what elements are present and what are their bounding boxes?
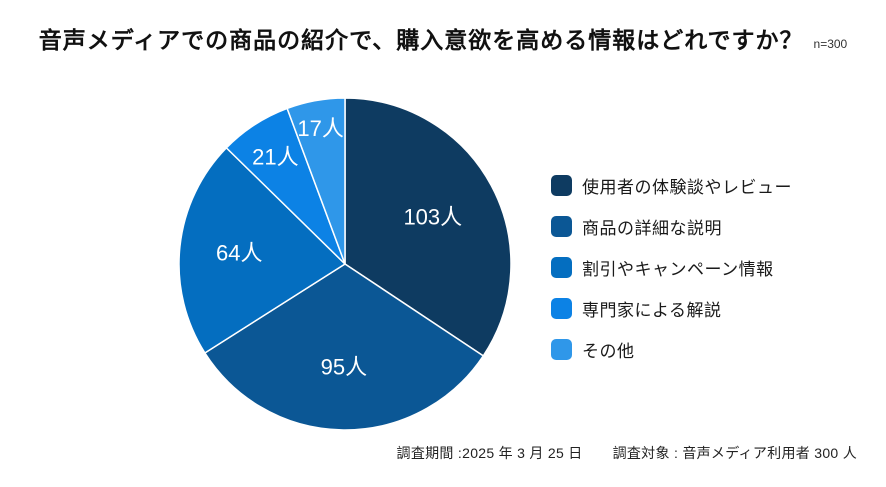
pie-slice-label-3: 21人 (252, 144, 298, 169)
pie-slice-label-0: 103人 (403, 204, 462, 229)
legend-swatch-icon (551, 257, 572, 278)
legend-label: その他 (582, 342, 635, 361)
legend-label: 商品の詳細な説明 (582, 219, 722, 238)
legend: 使用者の体験談やレビュー 商品の詳細な説明割引やキャンペーン情報 専門家による解説そ… (551, 175, 792, 361)
legend-swatch-icon (551, 339, 572, 360)
legend-swatch-icon (551, 175, 572, 196)
legend-label: 専門家による解説 (582, 301, 722, 320)
pie-slice-4 (286, 97, 346, 265)
legend-item-0: 使用者の体験談やレビュー (551, 175, 792, 197)
survey-footer: 調査期間 :2025 年 3 月 25 日 調査対象 : 音声メディア利用者 3… (397, 443, 857, 463)
legend-label: 使用者の体験談やレビュー (582, 178, 792, 197)
survey-period: 調査期間 :2025 年 3 月 25 日 (396, 445, 583, 461)
pie-slice-label-1: 95人 (321, 354, 367, 379)
pie-slice-label-2: 64人 (216, 240, 262, 265)
legend-label: 割引やキャンペーン情報 (582, 260, 774, 279)
sample-size-note: n=300 (813, 36, 848, 51)
legend-swatch-icon (551, 216, 572, 237)
page-title: 音声メディアでの商品の紹介で、購入意欲を高める情報はどれですか？ (38, 27, 804, 53)
pie-chart: 103人 95人 64人 21人 17人 (178, 97, 512, 431)
legend-item-3: 専門家による解説 (551, 298, 792, 320)
title-row: 音声メディアでの商品の紹介で、購入意欲を高める情報はどれですか？ n=300 (0, 26, 886, 56)
survey-target: 調査対象 : 音声メディア利用者 300 人 (612, 445, 857, 461)
legend-item-2: 割引やキャンペーン情報 (551, 257, 792, 279)
legend-item-4: その他 (551, 339, 792, 361)
pie-slice-label-4: 17人 (297, 116, 343, 141)
legend-swatch-icon (551, 298, 572, 319)
legend-item-1: 商品の詳細な説明 (551, 216, 792, 238)
pie-slice-1 (204, 263, 485, 431)
pie-slice-2 (178, 147, 346, 354)
